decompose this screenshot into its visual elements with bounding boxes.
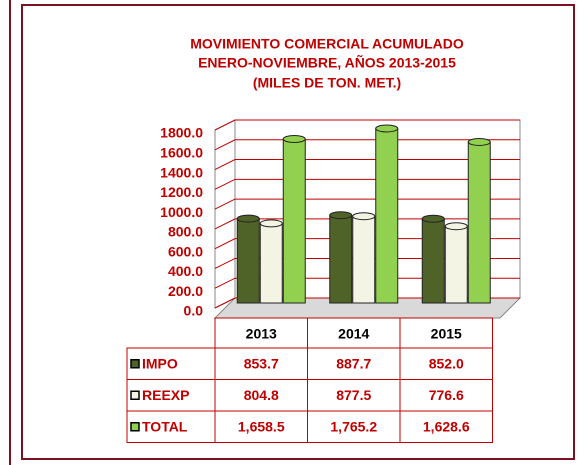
chart-title: (MILES DE TON. MET.) [253, 75, 401, 91]
bar-top [282, 134, 306, 143]
data-label: 853.7 [244, 355, 279, 371]
data-label: 877.5 [336, 387, 371, 403]
y-tick-label: 1000.0 [160, 204, 203, 220]
y-tick-label: 800.0 [168, 224, 203, 240]
x-tick-label: 2013 [246, 326, 277, 342]
bar [352, 215, 376, 304]
chart-title: ENERO-NOVIEMBRE, AÑOS 2013-2015 [198, 54, 456, 71]
y-tick-label: 200.0 [168, 283, 203, 299]
grid-line [214, 178, 520, 190]
bar [282, 138, 306, 304]
frame [21, 4, 575, 460]
grid-line [214, 119, 520, 131]
bar [236, 218, 260, 304]
table-cell [399, 410, 493, 443]
data-label: 776.6 [429, 387, 464, 403]
y-tick-label: 1400.0 [160, 164, 203, 180]
legend-swatch [130, 422, 140, 432]
bar-top [236, 214, 260, 223]
bar [259, 222, 283, 304]
bar [467, 141, 491, 304]
data-label: 1,628.6 [423, 418, 470, 434]
chart-title: MOVIMIENTO COMERCIAL ACUMULADO [190, 36, 464, 52]
legend-swatch [130, 390, 140, 400]
data-label: 1,765.2 [330, 418, 377, 434]
bar-top [352, 212, 376, 221]
data-label: 887.7 [336, 355, 371, 371]
bar [329, 214, 353, 304]
bar-top [421, 214, 445, 223]
x-tick-label: 2014 [338, 326, 369, 342]
x-tick-label: 2015 [431, 326, 462, 342]
grid-line [214, 198, 520, 210]
data-label: 804.8 [244, 387, 279, 403]
grid-line [214, 159, 520, 171]
y-tick-label: 1600.0 [160, 144, 203, 160]
bar [444, 225, 468, 304]
y-tick-label: 1200.0 [160, 184, 203, 200]
bar-top [467, 137, 491, 146]
legend-label: TOTAL [142, 418, 188, 434]
y-tick-label: 0.0 [184, 303, 204, 319]
bar-top [329, 211, 353, 220]
y-tick-label: 600.0 [168, 243, 203, 259]
legend-label: REEXP [142, 387, 189, 403]
legend-swatch [130, 359, 140, 369]
grid-line [214, 139, 520, 151]
bar-top [375, 124, 399, 133]
y-tick-label: 1800.0 [160, 125, 203, 141]
y-tick-label: 400.0 [168, 263, 203, 279]
bar [375, 127, 399, 304]
legend-label: IMPO [142, 355, 178, 371]
data-label: 1,658.5 [238, 418, 285, 434]
bar-top [259, 219, 283, 228]
bar [421, 218, 445, 304]
data-label: 852.0 [429, 355, 464, 371]
bar-top [444, 222, 468, 231]
